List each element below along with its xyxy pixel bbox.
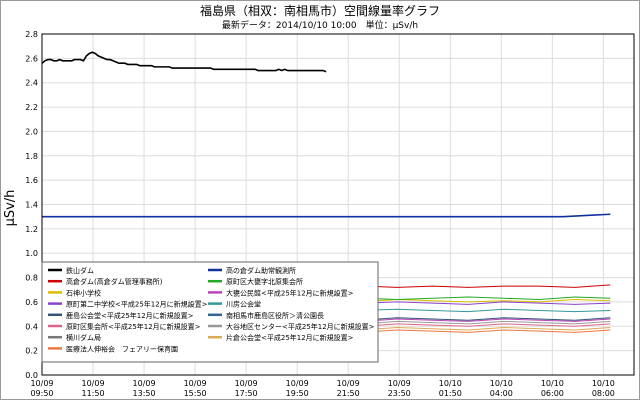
legend-item-label: 片倉公会堂<平成25年12月に新規設置> — [226, 333, 354, 342]
x-tick-time: 09:50 — [30, 389, 53, 398]
y-tick-label: 2.0 — [25, 127, 38, 136]
x-tick-time: 01:50 — [439, 389, 462, 398]
y-tick-label: 2.6 — [25, 54, 38, 63]
series-line — [42, 213, 611, 218]
y-tick-label: 1.2 — [25, 225, 38, 234]
x-tick-time: 08:00 — [592, 389, 615, 398]
x-tick-date: 10/09 — [337, 379, 360, 388]
legend-item-label: 原町区集会所<平成25年12月に新規設置> — [66, 322, 201, 331]
x-tick-time: 04:00 — [490, 389, 513, 398]
y-tick-label: 0.2 — [25, 347, 38, 356]
y-tick-label: 2.8 — [25, 30, 38, 39]
series-line — [41, 51, 327, 73]
legend-item-label: 鹿島公会堂<平成25年12月に新規設置> — [66, 311, 194, 320]
x-tick-date: 10/10 — [592, 379, 615, 388]
x-tick-date: 10/09 — [30, 379, 53, 388]
legend-item-label: 鉄山ダム — [66, 266, 94, 275]
y-tick-label: 2.2 — [25, 103, 38, 112]
y-tick-label: 0.0 — [25, 371, 38, 380]
legend-box — [41, 261, 379, 363]
x-tick-date: 10/09 — [286, 379, 309, 388]
legend-item-label: 高の倉ダム助常観測所 — [226, 266, 296, 275]
x-tick-date: 10/09 — [388, 379, 411, 388]
x-tick-date: 10/10 — [490, 379, 513, 388]
legend-item-label: 横川ダム局 — [66, 333, 101, 342]
legend-item-label: 石神小学校 — [66, 288, 101, 297]
y-tick-label: 1.0 — [25, 249, 38, 258]
x-tick-time: 13:50 — [133, 389, 156, 398]
y-tick-label: 0.6 — [25, 298, 38, 307]
legend-item-label: 川房公会堂 — [226, 300, 261, 309]
x-tick-time: 15:50 — [184, 389, 207, 398]
x-tick-time: 19:50 — [286, 389, 309, 398]
y-tick-label: 2.4 — [25, 79, 38, 88]
x-tick-date: 10/09 — [184, 379, 207, 388]
x-tick-time: 11:50 — [82, 389, 105, 398]
y-tick-label: 1.8 — [25, 152, 38, 161]
x-tick-date: 10/10 — [439, 379, 462, 388]
y-tick-label: 0.8 — [25, 274, 38, 283]
legend-item-label: 医療法人伸裕会 フェアリー保育園 — [66, 344, 178, 353]
plot-area — [41, 33, 635, 376]
y-axis-label: μSv/h — [3, 190, 18, 227]
y-tick-label: 1.6 — [25, 176, 38, 185]
legend-item-label: 高倉ダム(高倉ダム管理事務所) — [66, 277, 163, 286]
x-tick-time: 23:50 — [388, 389, 411, 398]
legend-item-label: 大甕公民館<平成25年12月に新規設置> — [226, 288, 354, 297]
x-tick-time: 21:50 — [337, 389, 360, 398]
legend-item-label: 原町第二中学校<平成25年12月に新規設置> — [66, 300, 208, 309]
y-tick-label: 1.4 — [25, 201, 38, 210]
grid-layer — [42, 34, 634, 375]
x-tick-date: 10/09 — [82, 379, 105, 388]
x-tick-time: 17:50 — [235, 389, 258, 398]
chart-subtitle: 最新データ：2014/10/10 10:00 単位：μSv/h — [222, 19, 418, 31]
legend-item-label: 大谷地区センター<平成25年12月に新規設置> — [226, 322, 375, 331]
x-tick-date: 10/09 — [235, 379, 258, 388]
x-tick-date: 10/10 — [541, 379, 564, 388]
legend-item-label: 原町区大甕字北原集会所 — [226, 277, 303, 286]
y-tick-label: 0.4 — [25, 322, 38, 331]
chart-title: 福島県（相双：南相馬市）空間線量率グラフ — [200, 3, 440, 18]
x-tick-date: 10/09 — [133, 379, 156, 388]
x-tick-time: 06:00 — [541, 389, 564, 398]
axis-layer: 0.0 0.2 0.4 0.6 0.8 1.0 1.2 1.4 1.6 1.8 2.0 2.2 2.4 2… — [25, 30, 635, 398]
legend-item-label: 南相馬市鹿島区役所＞清公園長 — [226, 311, 324, 320]
